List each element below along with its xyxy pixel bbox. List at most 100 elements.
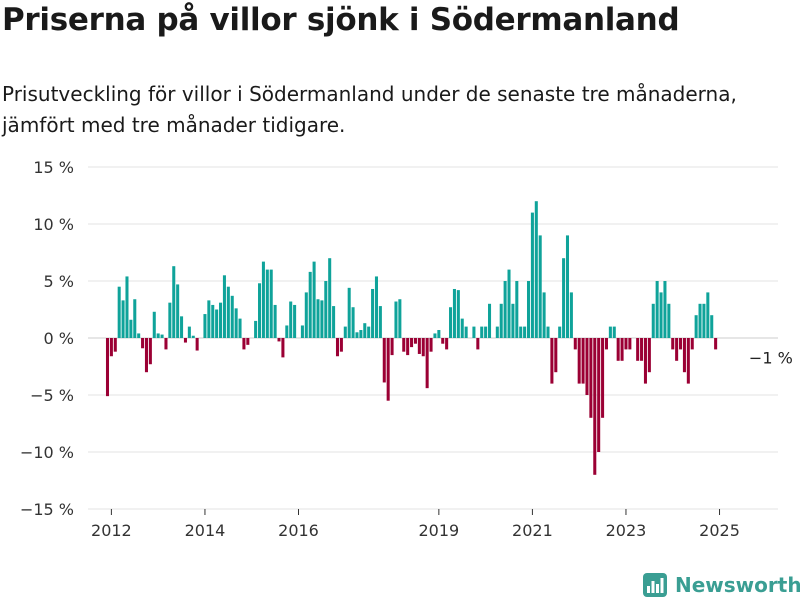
bar — [604, 338, 608, 350]
bar — [343, 326, 347, 338]
bar — [355, 332, 359, 338]
annotations: −1 % — [749, 348, 793, 367]
bar — [390, 338, 394, 356]
bar — [211, 304, 215, 338]
bar — [339, 338, 343, 352]
bar — [499, 303, 503, 338]
y-tick-label: −5 % — [30, 386, 74, 405]
bar — [636, 338, 640, 361]
bar — [328, 258, 332, 338]
bar — [176, 284, 180, 338]
bar — [129, 319, 133, 338]
bar — [382, 338, 386, 383]
bar — [480, 326, 484, 338]
bar — [363, 323, 367, 338]
bar — [258, 283, 262, 338]
bar — [398, 299, 402, 338]
bar — [413, 338, 417, 344]
bar — [109, 338, 113, 357]
bar — [367, 326, 371, 338]
last-value-label: −1 % — [749, 348, 793, 367]
bar — [612, 326, 616, 338]
bar — [511, 303, 515, 338]
bar — [558, 326, 562, 338]
x-axis-ticks: 2012 2014 2016 2019 2021 2023 2025 — [91, 509, 740, 540]
bar — [449, 307, 453, 338]
bar — [320, 300, 324, 338]
bar — [246, 338, 250, 345]
bar — [285, 325, 289, 338]
bar — [667, 303, 671, 338]
bar — [585, 338, 589, 395]
bar — [293, 304, 297, 338]
y-tick-label: 5 % — [44, 272, 74, 291]
bar — [526, 281, 531, 338]
bar — [702, 303, 706, 338]
bar — [172, 266, 176, 338]
bar — [581, 338, 585, 384]
bar — [406, 338, 410, 356]
bar — [133, 299, 137, 338]
bar — [281, 338, 285, 358]
bar — [152, 311, 156, 338]
x-tick-label: 2012 — [91, 521, 132, 540]
bar — [698, 303, 702, 338]
bar — [554, 338, 558, 373]
bar — [394, 301, 398, 338]
bar — [706, 292, 710, 338]
bar — [289, 301, 293, 338]
bar — [273, 304, 277, 338]
bar — [417, 338, 421, 354]
bar — [222, 275, 226, 338]
bar — [105, 338, 110, 397]
y-tick-label: 15 % — [33, 158, 74, 177]
bar — [180, 316, 184, 338]
bar — [682, 338, 686, 373]
bar — [569, 292, 573, 338]
bar — [601, 338, 605, 418]
x-tick-label: 2025 — [699, 521, 740, 540]
y-axis-ticks: 15 % 10 % 5 % 0 % −5 % −10 % −15 % — [20, 158, 74, 519]
bar — [144, 338, 148, 373]
bar — [300, 325, 304, 338]
bar — [195, 338, 199, 351]
bar — [113, 338, 117, 352]
bar — [643, 338, 647, 384]
bar — [168, 302, 172, 338]
x-tick-label: 2021 — [512, 521, 553, 540]
bar — [616, 338, 620, 361]
bar — [261, 261, 265, 338]
bar — [452, 288, 456, 338]
bar — [546, 326, 550, 338]
bar — [226, 286, 230, 338]
bar — [659, 292, 663, 338]
bar — [125, 276, 129, 338]
bar — [573, 338, 577, 350]
bar — [242, 338, 246, 350]
bar — [187, 326, 191, 338]
bar — [456, 290, 460, 338]
bar — [624, 338, 628, 350]
bar — [663, 281, 667, 338]
bar — [308, 271, 312, 338]
bar — [651, 303, 655, 338]
y-tick-label: −15 % — [20, 500, 74, 519]
bars — [105, 201, 718, 475]
bar — [686, 338, 690, 384]
x-tick-label: 2016 — [278, 521, 319, 540]
bar — [495, 326, 499, 338]
bar — [324, 281, 328, 338]
bar — [476, 338, 480, 350]
bar-chart: 15 %10 %5 %0 %−5 %−10 %−15 % 2012 2014 201… — [20, 158, 793, 540]
page-title: Priserna på villor sjönk i Södermanland — [2, 2, 680, 38]
bar — [488, 303, 492, 338]
bar — [655, 281, 659, 338]
bar — [464, 326, 468, 338]
bar — [421, 338, 425, 357]
bar — [671, 338, 675, 350]
bar — [304, 292, 308, 338]
x-tick-label: 2019 — [418, 521, 459, 540]
bar — [117, 286, 121, 338]
bar — [628, 338, 632, 350]
bar — [402, 338, 406, 352]
